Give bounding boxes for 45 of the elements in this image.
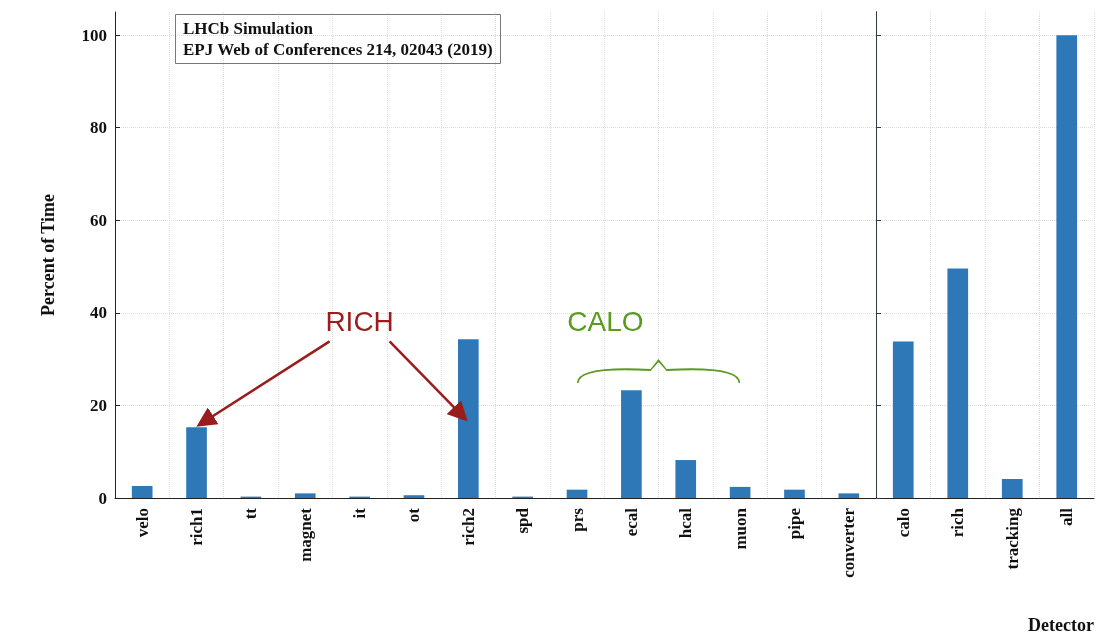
x-axis-title: Detector: [1028, 615, 1095, 635]
x-tick-label: velo: [132, 508, 152, 538]
x-tick-label: muon: [730, 507, 750, 550]
x-tick-label: pipe: [784, 507, 804, 540]
y-tick-label: 60: [90, 210, 107, 230]
y-tick-label: 80: [90, 118, 107, 138]
y-tick-label: 20: [90, 395, 107, 415]
bar: [729, 486, 751, 498]
bar: [294, 493, 316, 498]
bar: [131, 485, 153, 498]
annotation: RICH: [325, 306, 394, 338]
bar: [1002, 479, 1024, 498]
chart-title: LHCb Simulation: [183, 19, 314, 38]
text: EPJ Web of Conferences 214, 02043 (2019): [183, 40, 493, 59]
bar: [566, 489, 588, 498]
x-tick-label: rich: [948, 507, 968, 538]
x-tick-label: tt: [241, 507, 261, 520]
y-tick-label: 0: [98, 488, 107, 508]
x-tick-label: tracking: [1003, 507, 1023, 570]
bar: [947, 268, 969, 498]
bar: [186, 427, 207, 498]
bar: [784, 489, 805, 498]
bar: [621, 390, 642, 498]
x-tick-label: ot: [404, 507, 424, 523]
y-tick-label: 40: [90, 303, 107, 323]
x-tick-label: all: [1057, 507, 1077, 526]
bar: [675, 460, 697, 498]
x-tick-label: magnet: [295, 507, 315, 562]
x-tick-label: ecal: [621, 507, 641, 537]
x-tick-label: hcal: [676, 507, 696, 539]
x-tick-label: spd: [513, 507, 533, 534]
bar: [1056, 35, 1078, 498]
x-tick-label: converter: [839, 507, 859, 578]
bar: [457, 339, 479, 498]
bar: [403, 495, 425, 498]
x-tick-label: calo: [894, 508, 914, 538]
x-tick-label: prs: [567, 507, 587, 532]
x-tick-label: it: [350, 507, 370, 519]
y-tick-label: 100: [81, 25, 107, 45]
annotation: CALO: [567, 306, 644, 338]
bar: [838, 493, 860, 498]
x-tick-label: rich2: [458, 508, 478, 546]
bar: [893, 341, 915, 498]
x-tick-label: rich1: [187, 508, 207, 546]
y-axis-title: Percent of Time: [38, 194, 58, 316]
